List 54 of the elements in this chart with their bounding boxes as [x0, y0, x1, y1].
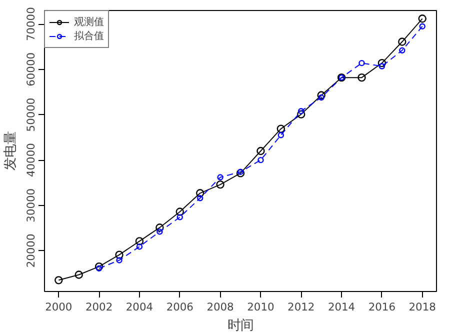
y-tick-label: 30000	[24, 188, 38, 222]
x-tick-label: 2000	[45, 300, 72, 314]
point	[237, 168, 244, 175]
point	[96, 265, 102, 272]
y-tick-label: 60000	[24, 52, 38, 86]
point	[236, 169, 245, 178]
y-tick-label: 70000	[24, 6, 38, 42]
x-tick-label: 2010	[247, 300, 274, 314]
x-tick-label: 2016	[368, 300, 396, 314]
point	[258, 156, 264, 164]
y-tick-label: 40000	[24, 142, 38, 178]
point	[256, 146, 265, 156]
point	[419, 23, 426, 30]
x-tick-label: 2004	[126, 300, 154, 314]
point	[297, 110, 306, 118]
point	[136, 244, 143, 250]
x-axis-title: 时间	[228, 318, 254, 334]
x-tick-label: 2006	[166, 300, 194, 314]
point	[156, 228, 163, 235]
point	[418, 14, 426, 23]
legend-label: 观测值	[74, 16, 104, 29]
point	[116, 257, 122, 264]
x-tick-label: 2014	[328, 300, 356, 314]
point	[54, 276, 63, 284]
point	[276, 124, 286, 133]
point	[176, 208, 184, 216]
point	[318, 94, 324, 101]
point	[378, 63, 386, 70]
point	[196, 195, 204, 202]
point	[298, 108, 304, 114]
point	[135, 237, 144, 246]
x-tick-label: 2008	[206, 300, 234, 314]
x-tick-label: 2012	[288, 300, 315, 314]
point	[217, 174, 224, 180]
point	[196, 189, 204, 198]
x-tick-label: 2018	[408, 300, 436, 314]
point	[216, 180, 224, 189]
point	[398, 38, 406, 46]
legend-label: 拟合值	[74, 30, 104, 43]
point	[399, 47, 406, 54]
y-tick-label: 50000	[24, 98, 38, 132]
point	[74, 270, 83, 279]
point	[378, 58, 386, 68]
point	[317, 91, 326, 100]
point	[358, 60, 365, 66]
y-axis-title: 发电量	[4, 132, 18, 170]
point	[115, 250, 124, 259]
y-tick-label: 20000	[24, 234, 38, 268]
point	[358, 73, 366, 82]
point	[176, 214, 183, 220]
point	[278, 132, 284, 138]
point	[156, 224, 164, 232]
x-tick-label: 2002	[85, 300, 113, 314]
point	[94, 262, 104, 271]
